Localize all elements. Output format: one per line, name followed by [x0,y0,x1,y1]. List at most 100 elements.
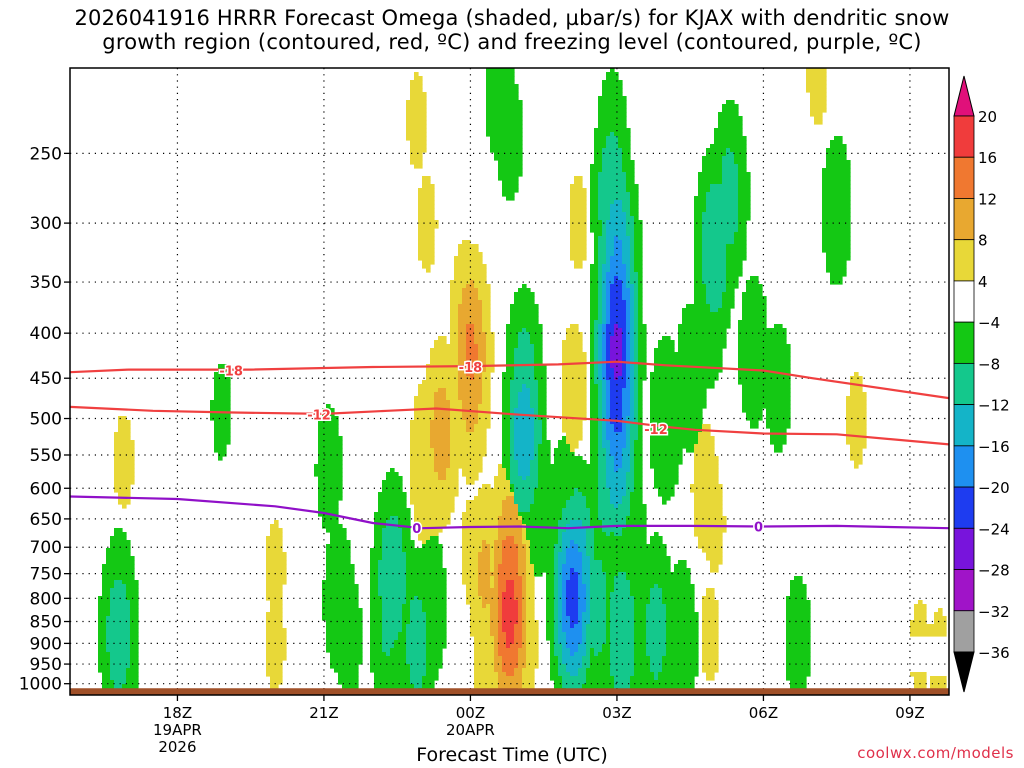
omega-shade-cell [518,664,527,669]
omega-shade-cell [526,528,559,533]
omega-shade-cell [558,612,563,617]
omega-shade-cell [382,612,403,617]
omega-shade-cell [526,536,559,541]
omega-shade-cell [414,596,419,601]
omega-shade-cell [474,496,507,501]
omega-shade-cell [326,636,363,641]
omega-shade-cell [590,300,599,305]
omega-shade-cell [398,516,411,521]
omega-shade-cell [622,240,631,245]
omega-shade-cell [598,176,627,181]
omega-shade-cell [266,596,283,601]
omega-shade-cell [534,344,543,349]
omega-shade-cell [482,316,491,321]
omega-shade-cell [326,560,351,565]
omega-shade-cell [590,424,599,429]
omega-shade-cell [406,136,427,141]
dgz-contour-m12-line [70,405,949,446]
omega-shade-cell [110,536,127,541]
omega-shade-cell [486,360,495,365]
omega-shade-cell [598,196,631,201]
omega-shade-cell [382,640,395,645]
y-tick-label: 550 [30,446,62,466]
omega-shade-cell [494,152,523,157]
omega-shade-cell [766,420,791,425]
omega-shade-cell [786,652,811,657]
omega-shade-cell [734,152,747,157]
omega-shade-cell [582,620,591,625]
omega-shade-cell [118,416,127,421]
omega-shade-cell [438,388,447,393]
omega-shade-cell [454,260,483,265]
omega-shade-cell [506,336,519,341]
omega-shade-cell [466,360,475,365]
omega-shade-cell [458,368,467,373]
omega-shade-cell [634,328,639,333]
omega-shade-cell [418,528,443,533]
omega-shade-cell [594,352,599,357]
credit-link[interactable]: coolwx.com/models [857,744,1014,762]
omega-shade-cell [622,288,631,293]
omega-shade-cell [594,364,599,369]
omega-shade-cell [406,580,447,585]
freezing-level-contour-label: 0 [754,520,763,535]
omega-shade-cell [694,284,707,289]
omega-shade-cell [562,376,587,381]
omega-shade-cell [606,576,615,581]
omega-shade-cell [598,240,607,245]
omega-shade-cell [494,548,503,553]
omega-shade-cell [590,440,599,445]
omega-shade-cell [514,596,523,601]
omega-shade-cell [414,400,435,405]
omega-shade-cell [502,628,515,633]
omega-shade-cell [746,412,763,417]
omega-shade-cell [98,668,111,673]
omega-shade-cell [914,608,927,613]
omega-shade-cell [534,440,543,445]
omega-shade-cell [462,300,483,305]
omega-shade-cell [318,492,343,497]
omega-shade-cell [610,444,627,449]
omega-shade-cell [570,520,583,525]
omega-shade-cell [106,648,131,653]
omega-shade-cell [674,564,687,569]
omega-shade-cell [510,436,515,441]
omega-shade-cell [522,636,527,641]
omega-shade-cell [506,468,511,473]
omega-shade-cell [502,192,515,197]
omega-shade-cell [214,444,227,449]
omega-shade-cell [406,584,447,589]
omega-shade-cell [418,532,439,537]
omega-shade-cell [590,320,595,325]
omega-shade-cell [554,448,571,453]
omega-shade-cell [422,380,459,385]
omega-shade-cell [514,584,523,589]
omega-shade-cell [606,240,615,245]
omega-shade-cell [786,632,811,637]
omega-shade-cell [98,660,111,665]
omega-shade-cell [370,608,383,613]
colorbar-label: −16 [978,438,1010,456]
omega-shade-cell [582,556,591,561]
omega-shade-cell [606,592,611,597]
omega-shade-cell [590,448,599,453]
omega-shade-cell [498,676,523,681]
omega-shade-cell [526,648,539,653]
omega-shade-cell [550,640,555,645]
omega-shade-cell [566,636,583,641]
omega-shade-cell [510,444,515,449]
omega-shade-cell [622,332,627,337]
omega-shade-cell [110,672,127,677]
colorbar-bin [953,527,975,570]
omega-shade-cell [494,476,507,481]
omega-shade-cell [694,276,703,281]
omega-shade-cell [554,572,559,577]
dgz-contour-m12-label: -12 [644,423,668,438]
omega-shade-cell [518,472,531,477]
omega-shade-cell [630,580,691,585]
omega-shade-cell [542,440,551,445]
omega-shade-cell [574,492,583,497]
omega-shade-cell [414,396,435,401]
omega-shade-cell [318,448,343,453]
omega-shade-cell [462,552,479,557]
